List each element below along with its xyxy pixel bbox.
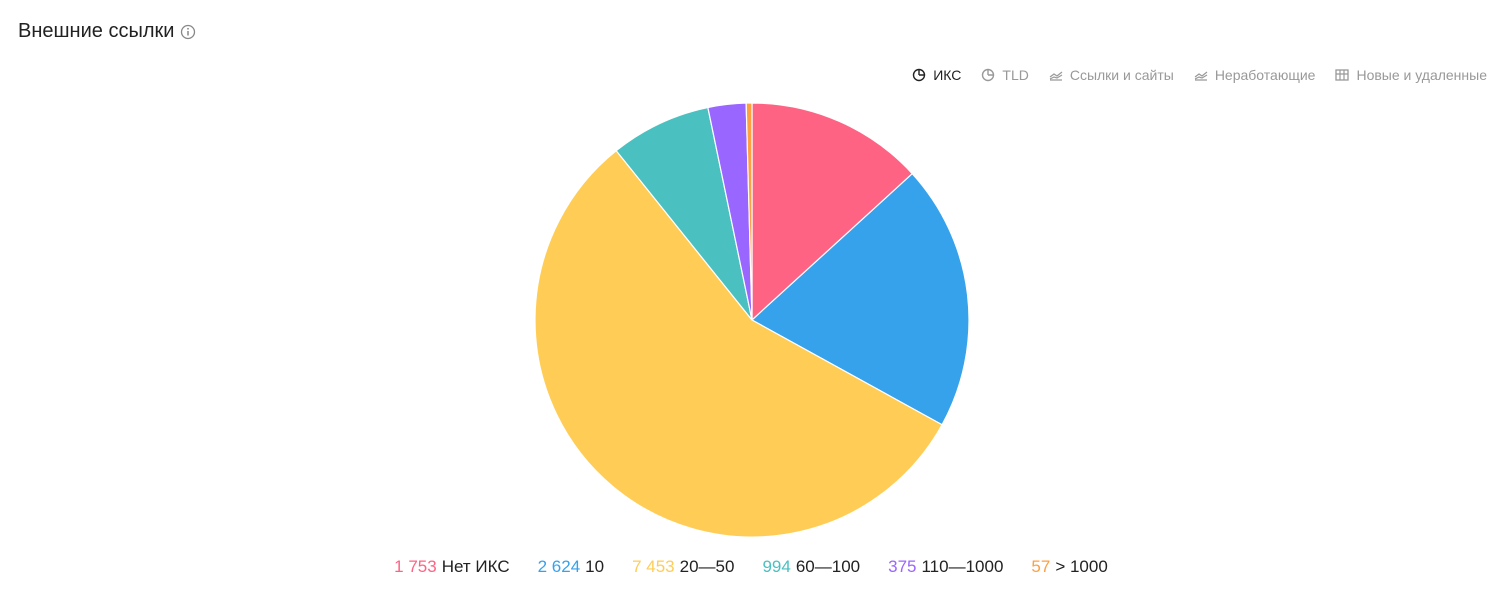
- legend-item[interactable]: 1 753 Нет ИКС: [394, 557, 509, 577]
- tab[interactable]: Неработающие: [1194, 67, 1316, 83]
- legend-item[interactable]: 7 453 20—50: [632, 557, 734, 577]
- legend-label: 60—100: [795, 557, 861, 576]
- tabs: ИКС TLD Ссылки и сайты Неработающие Новые и …: [912, 67, 1487, 83]
- legend-label: 10: [585, 557, 605, 576]
- tab[interactable]: Ссылки и сайты: [1049, 67, 1174, 83]
- pie-slice: [750, 172, 970, 426]
- tab-label: Ссылки и сайты: [1069, 67, 1174, 83]
- legend-value: 1 753: [394, 557, 437, 576]
- tab-icon: [1335, 69, 1350, 81]
- tab[interactable]: TLD: [981, 67, 1029, 83]
- tab-label: TLD: [1002, 67, 1029, 83]
- header: Внешние ссылки: [18, 20, 196, 43]
- legend-value: 7 453: [632, 557, 675, 576]
- legend-item[interactable]: 57 > 1000: [1031, 557, 1107, 577]
- legend-value: 375: [888, 557, 917, 576]
- pie-slice: [534, 149, 943, 538]
- legend-item[interactable]: 375 110—1000: [888, 557, 1003, 577]
- tab-icon: [1194, 71, 1208, 81]
- info-icon[interactable]: [180, 24, 196, 40]
- tab[interactable]: Новые и удаленные: [1335, 67, 1487, 83]
- legend-item[interactable]: 2 624 10: [538, 557, 604, 577]
- tab-icon: [1049, 71, 1063, 81]
- legend-value: 57: [1031, 557, 1051, 576]
- legend-label: Нет ИКС: [441, 557, 510, 576]
- pie-slice: [751, 102, 914, 322]
- tab-label: ИКС: [933, 67, 962, 83]
- tab[interactable]: ИКС: [912, 67, 961, 83]
- pie-slice: [745, 102, 753, 321]
- legend-label: > 1000: [1055, 557, 1108, 576]
- tab-label: Неработающие: [1214, 67, 1316, 83]
- title: Внешние ссылки: [18, 20, 175, 42]
- tab-icon: [913, 68, 926, 82]
- legend-value: 2 624: [537, 557, 581, 576]
- legend-item[interactable]: 994 60—100: [762, 557, 860, 577]
- tab-label: Новые и удаленные: [1356, 67, 1487, 83]
- legend-value: 994: [762, 557, 791, 576]
- pie-slice: [615, 106, 753, 321]
- legend-label: 20—50: [679, 557, 735, 576]
- legend-label: 110—1000: [921, 557, 1004, 576]
- legend: 1 753 Нет ИКС 2 624 10 7 453 20—50 994 60—100 37…: [0, 557, 1502, 577]
- tab-icon: [982, 68, 995, 82]
